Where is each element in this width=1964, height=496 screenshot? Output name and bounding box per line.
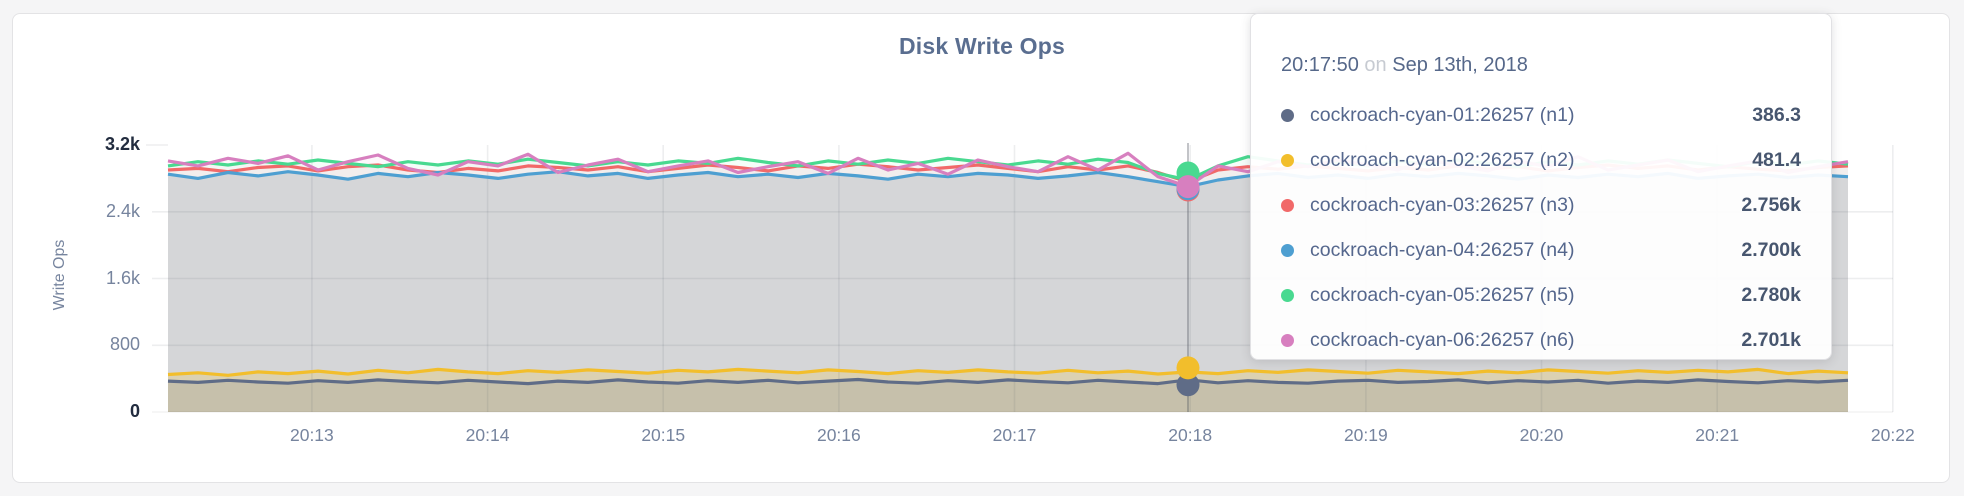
hover-dot-n2 (1177, 356, 1200, 379)
tooltip-row-n6: cockroach-cyan-06:26257 (n6)2.701k (1281, 318, 1801, 363)
hover-dot-n6 (1177, 175, 1200, 198)
tooltip-series-value: 386.3 (1715, 104, 1801, 127)
tooltip-row-n3: cockroach-cyan-03:26257 (n3)2.756k (1281, 183, 1801, 228)
tooltip-row-n1: cockroach-cyan-01:26257 (n1)386.3 (1281, 93, 1801, 138)
tooltip-series-name: cockroach-cyan-03:26257 (n3) (1310, 194, 1715, 217)
series-area-n1 (168, 380, 1848, 413)
tooltip-date: Sep 13th, 2018 (1392, 54, 1528, 76)
series-color-dot-icon (1281, 289, 1294, 302)
tooltip-series-value: 2.701k (1715, 329, 1801, 352)
tooltip-series-name: cockroach-cyan-06:26257 (n6) (1310, 329, 1715, 352)
series-color-dot-icon (1281, 244, 1294, 257)
tooltip-time: 20:17:50 (1281, 54, 1359, 76)
tooltip-series-value: 2.756k (1715, 194, 1801, 217)
series-color-dot-icon (1281, 199, 1294, 212)
tooltip-series-value: 481.4 (1715, 149, 1801, 172)
tooltip-series-name: cockroach-cyan-04:26257 (n4) (1310, 239, 1715, 262)
tooltip-series-name: cockroach-cyan-01:26257 (n1) (1310, 104, 1715, 127)
tooltip-rows: cockroach-cyan-01:26257 (n1)386.3cockroa… (1281, 93, 1801, 363)
tooltip-series-value: 2.700k (1715, 239, 1801, 262)
tooltip-series-value: 2.780k (1715, 284, 1801, 307)
tooltip-row-n5: cockroach-cyan-05:26257 (n5)2.780k (1281, 273, 1801, 318)
tooltip-row-n2: cockroach-cyan-02:26257 (n2)481.4 (1281, 138, 1801, 183)
series-color-dot-icon (1281, 334, 1294, 347)
series-color-dot-icon (1281, 154, 1294, 167)
tooltip-series-name: cockroach-cyan-05:26257 (n5) (1310, 284, 1715, 307)
tooltip-series-name: cockroach-cyan-02:26257 (n2) (1310, 149, 1715, 172)
tooltip-header: 20:17:50 on Sep 13th, 2018 (1281, 54, 1801, 77)
series-color-dot-icon (1281, 109, 1294, 122)
hover-tooltip: 20:17:50 on Sep 13th, 2018 cockroach-cya… (1250, 13, 1832, 360)
tooltip-row-n4: cockroach-cyan-04:26257 (n4)2.700k (1281, 228, 1801, 273)
tooltip-on-word: on (1364, 54, 1392, 76)
